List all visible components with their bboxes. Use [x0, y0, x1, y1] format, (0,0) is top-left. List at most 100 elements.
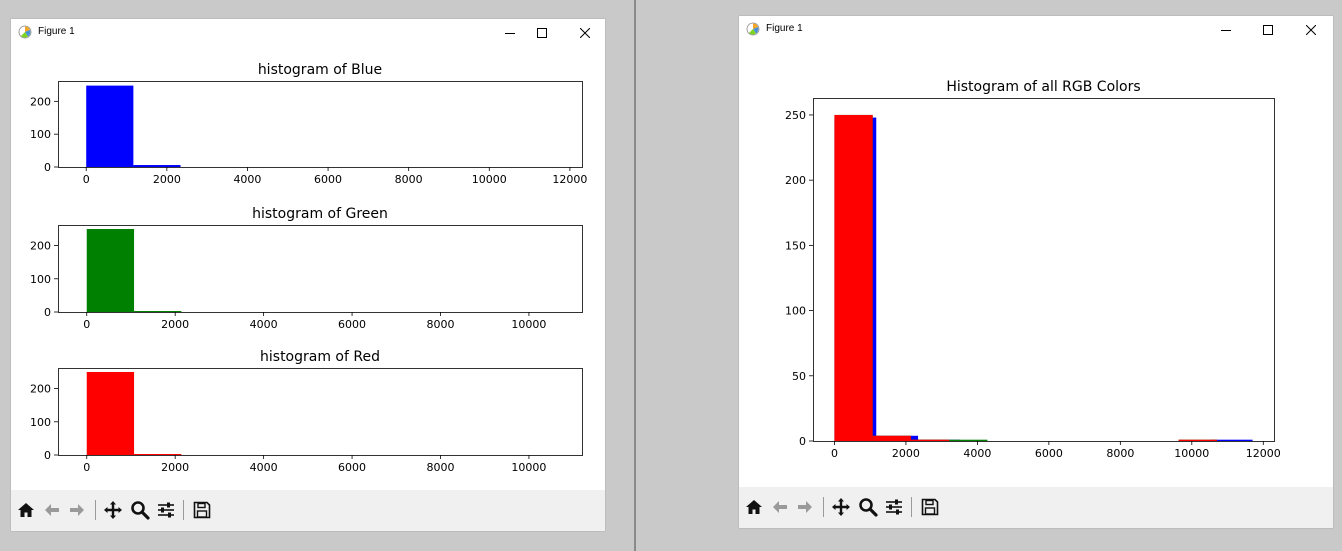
histogram-bar: [134, 311, 182, 312]
figure-canvas[interactable]: 0 2000 4000 6000 8000 10000 12000 0 50 100 150 200 2…: [739, 42, 1333, 487]
minimize-button[interactable]: [496, 22, 524, 44]
zoom-icon: [859, 498, 878, 517]
histogram-bar: [86, 371, 135, 455]
figure-canvas[interactable]: 0 2000 4000 6000 8000 10000 120000100200histog…: [11, 45, 605, 490]
home-button[interactable]: [16, 500, 36, 520]
x-tick-label: 4000: [250, 461, 278, 474]
x-tick-label: 0: [83, 461, 90, 474]
close-icon: [1306, 25, 1316, 35]
window-title: Figure 1: [766, 23, 803, 34]
x-tick-label: 0: [83, 318, 90, 331]
configure-subplots-button[interactable]: [156, 500, 176, 520]
save-icon: [921, 498, 939, 516]
x-tick-label: 8000: [426, 461, 454, 474]
x-tick-label: 10000: [472, 173, 507, 186]
axes-frame: [813, 98, 1275, 442]
configure-subplots-button[interactable]: [884, 497, 904, 517]
forward-icon: [798, 501, 812, 513]
save-button[interactable]: [920, 497, 940, 517]
forward-button[interactable]: [795, 497, 815, 517]
pan-icon: [104, 501, 122, 519]
y-tick-label: 150: [785, 239, 806, 252]
histogram-bar: [86, 228, 135, 312]
histogram-bar: [134, 454, 182, 455]
back-button[interactable]: [770, 497, 790, 517]
save-icon: [193, 501, 211, 519]
x-tick-label: 2000: [153, 173, 181, 186]
zoom-button[interactable]: [130, 500, 150, 520]
x-tick-label: 8000: [426, 318, 454, 331]
x-tick-label: 4000: [233, 173, 261, 186]
x-tick-label: 8000: [1106, 447, 1134, 460]
pan-button[interactable]: [103, 500, 123, 520]
minimize-button[interactable]: [1212, 19, 1240, 41]
close-icon: [580, 28, 590, 38]
window-title: Figure 1: [38, 26, 75, 37]
y-tick-label: 100: [30, 128, 51, 141]
maximize-button[interactable]: [528, 22, 556, 44]
home-button[interactable]: [744, 497, 764, 517]
x-tick-label: 4000: [963, 447, 991, 460]
y-tick-label: 0: [44, 306, 51, 319]
save-button[interactable]: [192, 500, 212, 520]
title-bar: Figure 1: [11, 19, 605, 45]
y-tick-label: 100: [785, 305, 806, 318]
x-tick-label: 6000: [1035, 447, 1063, 460]
histogram-bar: [834, 114, 873, 441]
y-tick-label: 100: [30, 416, 51, 429]
chart-title: histogram of Green: [252, 206, 388, 222]
toolbar-separator: [823, 497, 824, 517]
x-tick-label: 6000: [338, 318, 366, 331]
histogram-bar: [1178, 439, 1217, 441]
axes-2: 0 2000 4000 6000 8000 10000 0 100 200 histogram o…: [30, 349, 583, 474]
pan-button[interactable]: [831, 497, 851, 517]
title-bar: Figure 1: [739, 16, 1333, 42]
x-tick-label: 0: [831, 447, 838, 460]
forward-button[interactable]: [67, 500, 87, 520]
histogram-bar: [910, 439, 950, 441]
back-icon: [773, 501, 787, 513]
figure-window-right: Figure 1 0 2000 4000 6000 8000 10000 12000 0 50 1…: [739, 16, 1333, 528]
forward-icon: [70, 504, 84, 516]
y-tick-label: 0: [44, 449, 51, 462]
x-tick-label: 2000: [161, 461, 189, 474]
x-tick-label: 12000: [552, 173, 587, 186]
y-tick-label: 50: [792, 370, 806, 383]
maximize-icon: [1263, 25, 1273, 35]
y-tick-label: 0: [44, 161, 51, 174]
window-divider: [634, 0, 636, 551]
x-tick-label: 10000: [1174, 447, 1209, 460]
x-tick-label: 10000: [511, 461, 546, 474]
close-button[interactable]: [571, 22, 599, 44]
x-tick-label: 2000: [892, 447, 920, 460]
axes-0: 0 2000 4000 6000 8000 10000 12000 0 100 200 histog…: [30, 62, 587, 186]
histogram-bar: [133, 165, 181, 167]
axes-frame: [58, 225, 583, 313]
matplotlib-logo-icon: [746, 22, 760, 36]
zoom-button[interactable]: [858, 497, 878, 517]
x-tick-label: 12000: [1246, 447, 1281, 460]
y-tick-label: 0: [799, 435, 806, 448]
zoom-icon: [131, 501, 150, 520]
navigation-toolbar: [739, 487, 1333, 528]
figure-window-left: Figure 1 0 2000 4000 6000 8000 10000 12000 0 100…: [11, 19, 605, 531]
back-icon: [45, 504, 59, 516]
y-tick-label: 200: [30, 95, 51, 108]
matplotlib-logo-icon: [18, 25, 32, 39]
y-tick-label: 200: [785, 174, 806, 187]
maximize-button[interactable]: [1254, 19, 1282, 41]
chart-title: histogram of Red: [260, 349, 380, 365]
chart-title: Histogram of all RGB Colors: [946, 79, 1140, 95]
home-icon: [18, 503, 34, 517]
histogram-bar: [872, 435, 911, 441]
maximize-icon: [537, 28, 547, 38]
toolbar-separator: [183, 500, 184, 520]
axes-0: 0 2000 4000 6000 8000 10000 12000 0 50 100 150 200 2…: [785, 79, 1281, 460]
axes-frame: [58, 81, 583, 168]
x-tick-label: 6000: [338, 461, 366, 474]
x-tick-label: 0: [83, 173, 90, 186]
minimize-icon: [505, 33, 515, 34]
close-button[interactable]: [1297, 19, 1325, 41]
back-button[interactable]: [42, 500, 62, 520]
y-tick-label: 250: [785, 109, 806, 122]
